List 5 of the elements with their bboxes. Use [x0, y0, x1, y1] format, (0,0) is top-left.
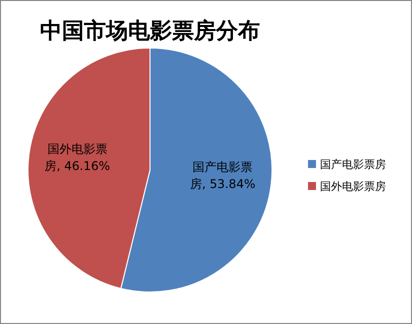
legend-label: 国外电影票房: [320, 180, 386, 193]
data-label: 国外电影票房, 46.16%: [44, 142, 110, 174]
chart-title: 中国市场电影票房分布: [40, 18, 260, 44]
legend-label: 国产电影票房: [320, 158, 386, 171]
data-label: 国产电影票房, 53.84%: [190, 160, 256, 191]
